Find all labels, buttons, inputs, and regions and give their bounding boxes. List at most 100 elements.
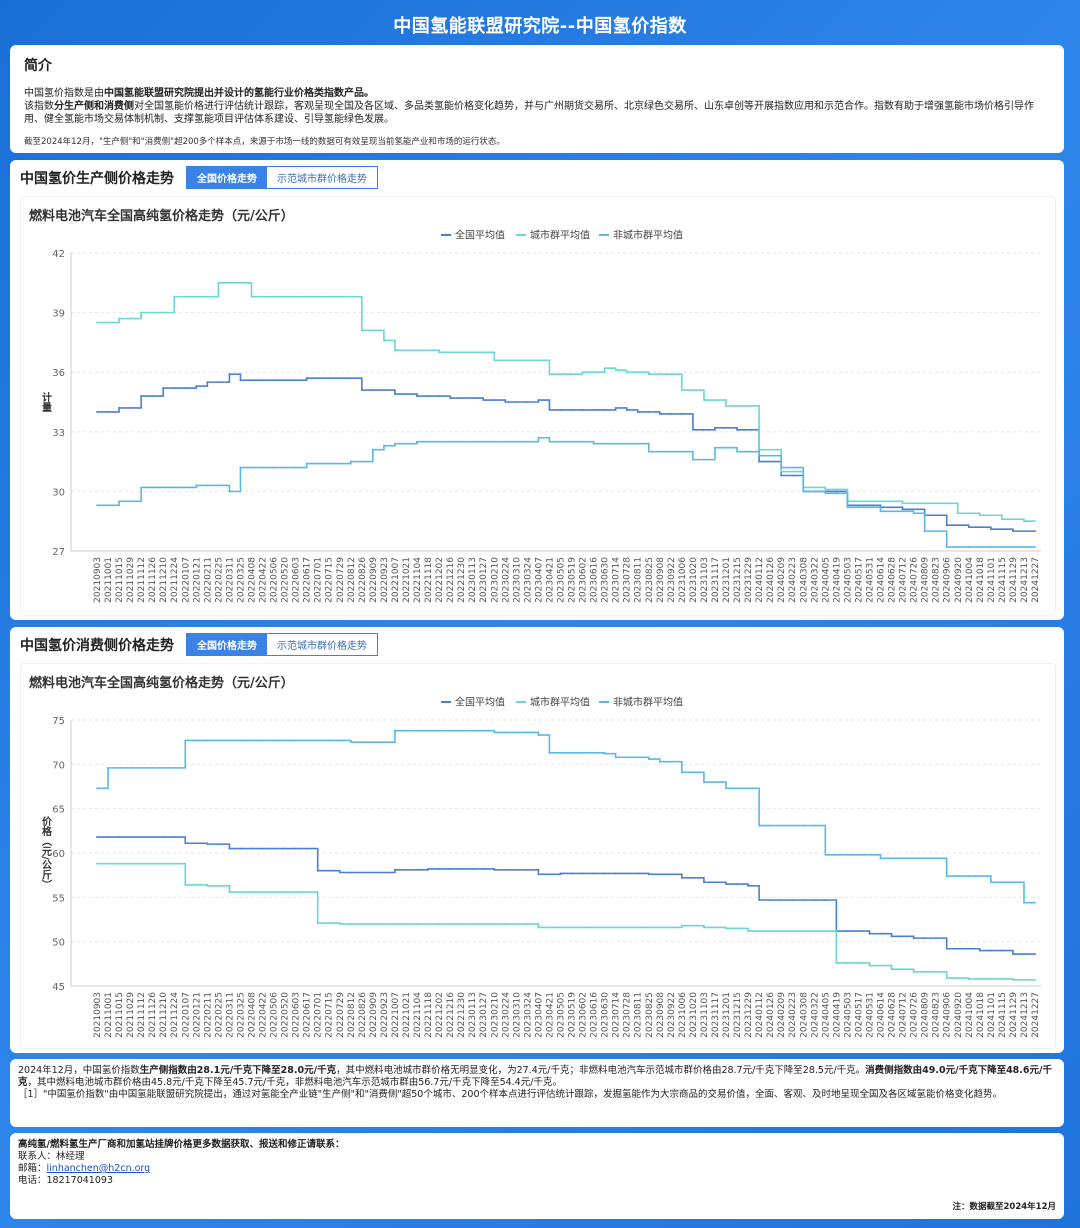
tab-production-national[interactable]: 全国价格走势	[187, 167, 267, 188]
data-point	[217, 281, 220, 284]
x-tick-label: 20240308	[799, 557, 809, 603]
data-point	[890, 506, 893, 509]
data-point	[195, 484, 198, 487]
data-point	[636, 411, 639, 413]
data-point	[758, 930, 761, 932]
data-point	[383, 871, 385, 874]
intro-p2-rest: 对全国氢能价格进行评估统计跟踪，客观呈现全国及各区域、多品类氢能价格变化趋势，并…	[24, 101, 1034, 125]
data-point	[791, 824, 794, 827]
data-point	[140, 486, 143, 489]
data-point	[625, 409, 628, 411]
x-tick-label: 20240223	[788, 992, 798, 1038]
summary-text: 2024年12月，中国氢价指数生产侧指数由28.1元/千克下降至28.0元/千克…	[18, 1065, 1056, 1089]
data-point	[747, 405, 749, 407]
legend-entry: 城市群平均值	[530, 229, 590, 242]
x-tick-label: 20230630	[601, 992, 611, 1038]
data-point	[692, 428, 694, 431]
data-point	[581, 440, 584, 443]
data-point	[537, 926, 540, 929]
data-point	[349, 871, 352, 874]
x-tick-label: 20221216	[446, 557, 456, 603]
data-point	[228, 281, 231, 284]
data-point	[703, 428, 705, 431]
data-point	[261, 891, 264, 893]
data-point	[360, 871, 363, 874]
data-point	[857, 504, 860, 507]
x-tick-label: 20230407	[534, 557, 544, 603]
data-point	[747, 428, 749, 431]
x-tick-label: 20240517	[854, 557, 864, 603]
x-tick-label: 20230630	[601, 557, 611, 603]
data-point	[283, 739, 286, 742]
x-tick-label: 20220701	[314, 992, 324, 1038]
data-point	[96, 836, 98, 838]
x-tick-label: 20240126	[766, 992, 776, 1038]
data-point	[438, 440, 440, 443]
x-tick-label: 20220225	[214, 557, 224, 603]
data-point	[912, 508, 915, 511]
data-point	[769, 899, 772, 901]
data-point	[1023, 530, 1025, 533]
y-tick-label: 75	[52, 716, 65, 727]
data-point	[658, 760, 661, 763]
data-point	[217, 843, 220, 846]
data-point	[581, 872, 584, 875]
contact-email-link[interactable]: linhanchen@h2cn.org	[46, 1163, 151, 1174]
tab-production-city[interactable]: 示范城市群价格走势	[267, 167, 377, 188]
data-point	[283, 847, 286, 850]
data-point	[647, 873, 650, 876]
data-point	[360, 460, 363, 463]
x-tick-label: 20220211	[203, 992, 213, 1038]
x-tick-label: 20211001	[104, 557, 114, 603]
x-tick-label: 20240126	[766, 557, 776, 603]
data-point	[570, 373, 573, 376]
data-point	[868, 853, 871, 856]
data-point	[901, 508, 904, 511]
tab-consumption-national[interactable]: 全国价格走势	[187, 634, 267, 655]
x-tick-label: 20240223	[788, 557, 798, 603]
x-tick-label: 20241018	[976, 557, 986, 603]
data-point	[890, 968, 893, 971]
x-tick-label: 20221007	[391, 992, 401, 1038]
data-point	[989, 949, 992, 952]
data-point	[118, 407, 120, 409]
data-point	[703, 399, 705, 401]
data-point	[217, 739, 220, 742]
data-point	[471, 440, 474, 443]
contact-phone: 电话：18217041093	[18, 1175, 113, 1186]
data-point	[934, 970, 937, 973]
data-point	[438, 923, 440, 925]
tab-consumption-city[interactable]: 示范城市群价格走势	[267, 634, 377, 655]
data-point	[570, 751, 573, 754]
data-point	[714, 781, 716, 783]
data-point	[559, 926, 562, 929]
x-tick-label: 20221230	[457, 557, 467, 603]
data-point	[758, 824, 761, 827]
x-tick-label: 20221230	[457, 992, 467, 1038]
x-tick-label: 20220225	[214, 992, 224, 1038]
data-point	[824, 492, 827, 495]
data-point	[912, 970, 915, 973]
data-point	[669, 373, 672, 376]
x-tick-label: 20231229	[744, 992, 754, 1038]
data-point	[736, 787, 738, 790]
x-tick-label: 20230505	[556, 992, 566, 1038]
data-point	[338, 739, 341, 742]
data-point	[515, 359, 518, 362]
data-point	[890, 500, 893, 503]
data-point	[360, 923, 363, 925]
x-tick-label: 20220121	[192, 557, 202, 603]
data-point	[758, 454, 761, 457]
data-point	[383, 389, 385, 391]
data-point	[669, 413, 672, 415]
data-point	[1034, 901, 1036, 904]
data-point	[813, 899, 816, 901]
data-point	[1000, 881, 1003, 884]
data-point	[250, 847, 253, 850]
data-point	[1000, 978, 1003, 980]
x-tick-label: 20220422	[259, 992, 269, 1038]
data-point	[360, 389, 363, 391]
data-point	[769, 454, 772, 457]
x-tick-label: 20221216	[446, 992, 456, 1038]
data-point	[559, 373, 562, 376]
